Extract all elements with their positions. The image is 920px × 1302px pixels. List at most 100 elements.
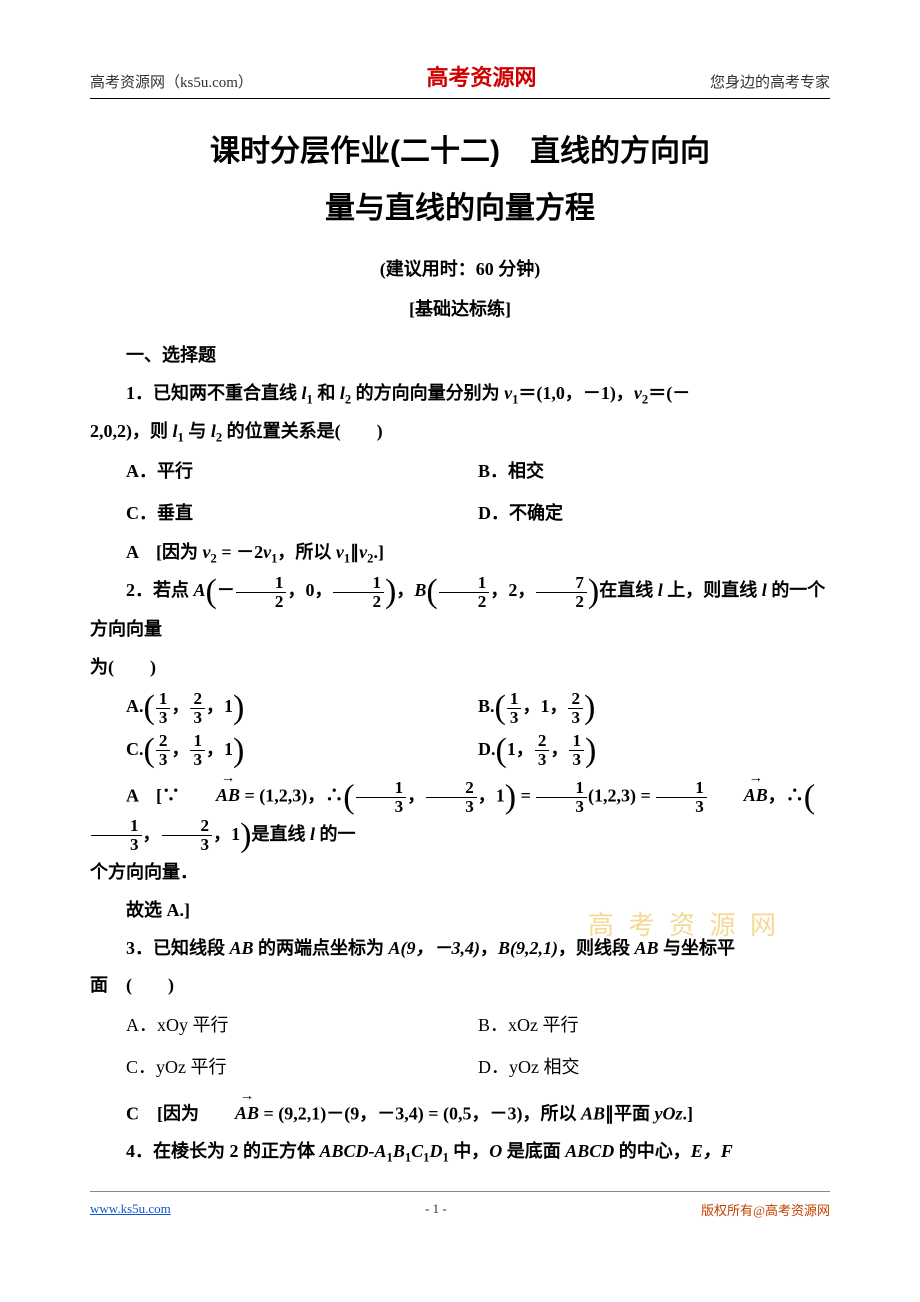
q3-ans-end: .] (683, 1103, 694, 1123)
d: 3 (536, 798, 587, 816)
n: 1 (569, 732, 584, 751)
page-header: 高考资源网（ks5u.com） 高考资源网 您身边的高考专家 (90, 60, 830, 96)
q1-ans-tail: ，所以 (277, 542, 336, 562)
d: 3 (507, 709, 522, 727)
q2C-1: 23 (156, 732, 171, 769)
section-1-heading: 一、选择题 (90, 337, 830, 375)
q3-options: A．xOy 平行 B．xOz 平行 C．yOz 平行 D．yOz 相交 (126, 1005, 830, 1089)
lp-icon: ( (804, 778, 815, 815)
q3-a: 3．已知线段 (126, 938, 230, 958)
q1-v1: v (504, 383, 512, 403)
n: 1 (190, 732, 205, 751)
q2D-3: 13 (569, 732, 584, 769)
q2-ans-eq2: = (516, 785, 535, 805)
q2ans-ff: 13 (536, 779, 587, 816)
q3-optC-t: C．yOz 平行 (126, 1057, 227, 1077)
n: 1 (656, 779, 707, 798)
q2ans-3: 1 (496, 785, 505, 805)
q3-sep: ， (480, 938, 498, 958)
q3-option-b: B．xOz 平行 (478, 1005, 830, 1047)
q2-A3: 12 (333, 574, 384, 611)
section-basic-label: [基础达标练] (90, 295, 830, 321)
title-line-2: 量与直线的向量方程 (90, 180, 830, 237)
q3-ans-letter: C (126, 1103, 139, 1123)
q2-B3d: 2 (536, 593, 587, 611)
q2-ans-tail: 是直线 (251, 824, 310, 844)
q2ans-g3: 1 (231, 824, 240, 844)
q4-c3: C (411, 1141, 423, 1161)
d: 3 (656, 798, 707, 816)
q3-ans-mid: ∥平面 (605, 1103, 655, 1123)
d: 3 (190, 709, 205, 727)
q2A-3: 1 (224, 696, 233, 716)
d: 3 (162, 836, 213, 854)
q1-option-d: D．不确定 (478, 493, 830, 535)
time-hint: (建议用时：60 分钟) (90, 255, 830, 281)
q4-c4: D (429, 1141, 442, 1161)
d: 3 (568, 709, 583, 727)
header-left: 高考资源网（ks5u.com） (90, 71, 253, 92)
q4-mid3: 的中心， (614, 1141, 691, 1161)
q1-answer: A [因为 v2 = －2v1，所以 v1∥v2.] (90, 534, 830, 572)
rp-icon: ) (584, 690, 595, 727)
q3-ans-open: [因为 (139, 1103, 199, 1123)
q3-ab2: AB (635, 938, 659, 958)
q3-ans-expr: = (9,2,1)－(9，－3,4) = (0,5，－3)，所以 (259, 1103, 581, 1123)
q4-EF: E，F (691, 1141, 733, 1161)
q2ans-f1: 13 (356, 779, 407, 816)
lp-icon: ( (343, 778, 354, 815)
q1-mid2: 的方向向量分别为 (351, 383, 504, 403)
q2-B1n: 1 (439, 574, 490, 593)
rp-icon: ) (233, 690, 244, 727)
q2-options: A.(13，23，1) B.(13，1，23) C.(23，13，1) D.(1… (126, 686, 830, 771)
q4-stem: 4．在棱长为 2 的正方体 ABCD-A1B1C1D1 中，O 是底面 ABCD… (90, 1133, 830, 1171)
document-title: 课时分层作业(二十二) 直线的方向向 量与直线的向量方程 (90, 123, 830, 237)
rp-icon: ) (240, 817, 251, 854)
q2-optA-pre: A. (126, 696, 144, 716)
q1-eq1: ＝(1,0，－1)， (518, 383, 634, 403)
q2D-2: 23 (535, 732, 550, 769)
q1-ans-end: .] (373, 542, 384, 562)
lp-icon: ( (144, 690, 155, 727)
q3-option-a: A．xOy 平行 (126, 1005, 478, 1047)
d: 3 (535, 751, 550, 769)
n: 2 (426, 779, 477, 798)
rp-icon: ) (385, 574, 396, 611)
q1-eq2: ＝(－ (648, 383, 690, 403)
q1-tail: 的位置关系是( ) (222, 421, 383, 441)
n: 2 (190, 690, 205, 709)
q2B-1: 13 (507, 690, 522, 727)
q2-ans-tail2: 的一 (315, 824, 356, 844)
q2-ans-p1: [∵ (138, 785, 180, 805)
q2-ans-t2: (1,2,3) = (588, 785, 655, 805)
q2-B1d: 2 (439, 593, 490, 611)
q1-mid3: 与 (184, 421, 211, 441)
q1-stem: 1．已知两不重合直线 l1 和 l2 的方向向量分别为 v1＝(1,0，－1)，… (90, 375, 830, 413)
q2-ans-ab: AB (216, 785, 240, 805)
q3-mid2: ，则线段 (558, 938, 635, 958)
q2ans-g1: 13 (91, 817, 142, 854)
q1-option-c: C．垂直 (126, 493, 478, 535)
q2-B2: 2 (508, 580, 517, 600)
footer-copyright: 版权所有@高考资源网 (701, 1200, 830, 1219)
header-rule (90, 98, 830, 99)
q3-tail: 与坐标平 (659, 938, 736, 958)
q4-base: ABCD (565, 1141, 614, 1161)
body-content: 一、选择题 1．已知两不重合直线 l1 和 l2 的方向向量分别为 v1＝(1,… (90, 337, 830, 1171)
rp-icon: ) (585, 732, 596, 769)
q1-option-a: A．平行 (126, 451, 478, 493)
q2-lead: 2．若点 (126, 580, 194, 600)
q2C-3: 1 (224, 739, 233, 759)
q4-mid: 中， (449, 1141, 490, 1161)
rp-icon: ) (588, 574, 599, 611)
footer-url[interactable]: www.ks5u.com (90, 1201, 171, 1217)
q3-option-c: C．yOz 平行 (126, 1047, 478, 1089)
q2-B3n: 7 (536, 574, 587, 593)
lp-icon: ( (206, 574, 217, 611)
q1-text-a: 1．已知两不重合直线 (126, 383, 302, 403)
q4-mid2: 是底面 (502, 1141, 565, 1161)
q1-ans-v1b: v (336, 542, 344, 562)
q2-A1d: 2 (236, 593, 287, 611)
d: 3 (569, 751, 584, 769)
header-right: 您身边的高考专家 (710, 71, 830, 92)
